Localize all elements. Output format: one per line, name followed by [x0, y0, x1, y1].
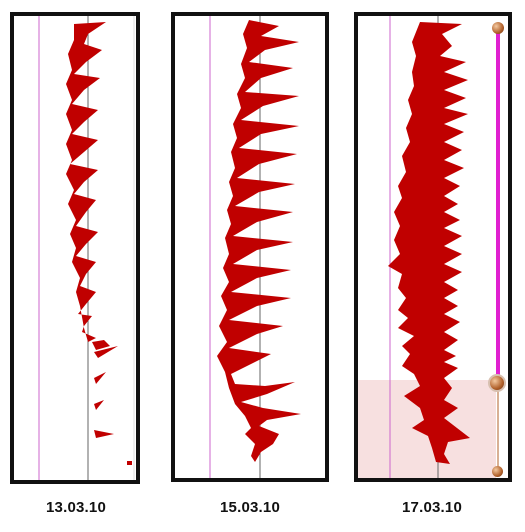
echogram-plot-2: [209, 16, 301, 478]
trace-fragment: [94, 346, 118, 358]
date-label-1: 13.03.10: [46, 499, 106, 516]
slider-top-knob-icon[interactable]: [492, 22, 504, 34]
trace-shape-3: [388, 22, 470, 464]
echogram-panel-2: [171, 12, 329, 482]
echogram-plot-1: [38, 16, 135, 480]
echogram-panel-1: [10, 12, 140, 484]
slider-bottom-knob-icon[interactable]: [492, 466, 503, 477]
date-label-2: 15.03.10: [220, 499, 280, 516]
trace-shape-2: [217, 20, 301, 462]
trace-fragment: [92, 340, 110, 350]
echogram-panel-3: [354, 12, 512, 482]
trace-fragment: [94, 430, 114, 438]
date-label-3: 17.03.10: [402, 499, 462, 516]
echogram-plot-3: [358, 16, 500, 478]
trace-fragment: [127, 461, 132, 465]
slider-middle-knob-icon[interactable]: [488, 374, 506, 392]
trace-fragment: [94, 372, 106, 384]
trace-shape-1: [66, 22, 106, 342]
trace-fragment: [94, 400, 104, 410]
